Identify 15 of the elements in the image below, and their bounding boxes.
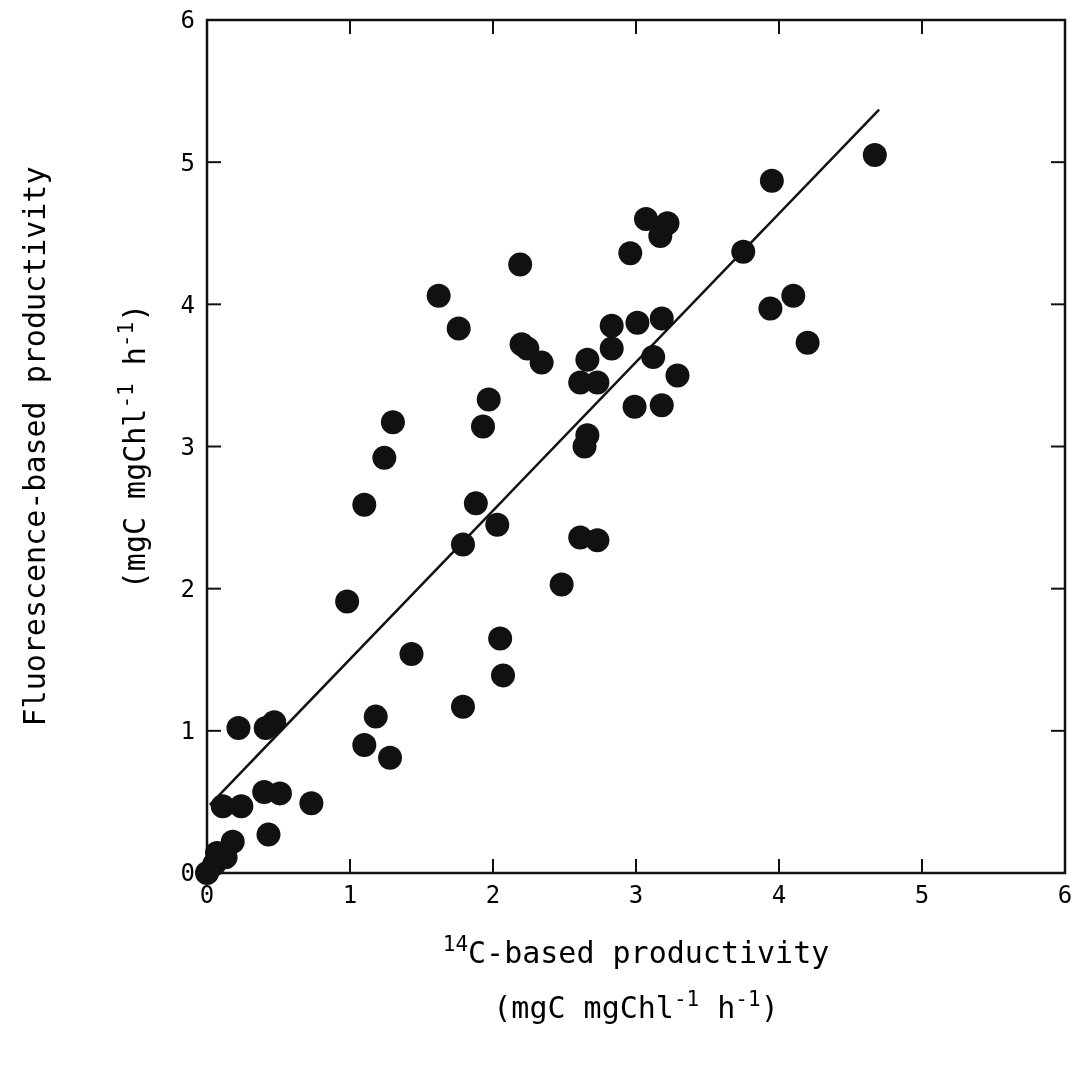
x-tick-label: 1 — [342, 881, 358, 909]
x-axis-title: $^{14}$C-based productivity (mgC mgChl$^{-1}$ h$^{-1}$) — [442, 932, 830, 1025]
x-tick-label: 4 — [771, 881, 787, 909]
y-tick-label: 2 — [180, 575, 195, 604]
x-tick-label: 3 — [628, 881, 644, 909]
y-tick-label: 5 — [180, 148, 195, 177]
y-tick-label: 3 — [180, 432, 195, 461]
x-tick-label: 5 — [914, 881, 930, 909]
y-tick-label: 0 — [180, 859, 195, 888]
x-tick-label: 2 — [485, 881, 501, 909]
y-tick-label: 6 — [180, 6, 195, 35]
x-tick-label: 6 — [1057, 881, 1073, 909]
y-tick-label: 1 — [180, 717, 195, 746]
x-tick-label: 0 — [199, 881, 215, 909]
y-tick-label: 4 — [180, 290, 195, 319]
